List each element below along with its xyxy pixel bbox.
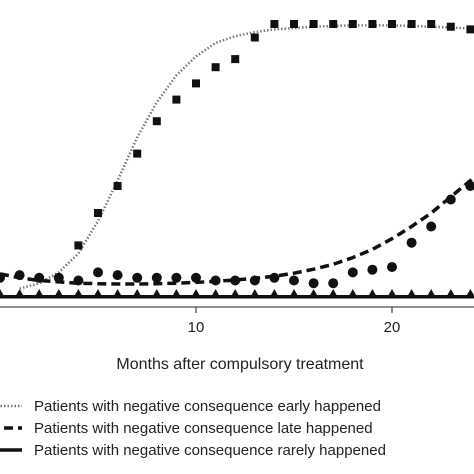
series-2-point-11 — [191, 272, 201, 283]
series-2-point-20 — [367, 264, 378, 275]
series-3-point-24 — [446, 289, 456, 297]
series-3-point-14 — [250, 289, 260, 297]
series-3-point-16 — [289, 289, 299, 297]
series-1-point-1 — [74, 241, 83, 250]
series-3-point-18 — [328, 289, 338, 297]
plot-area — [0, 20, 474, 299]
series-2-point-14 — [249, 275, 260, 286]
series-3-point-4 — [54, 289, 64, 297]
x-axis-ticks: 10 20 — [188, 307, 401, 336]
series-3-point-9 — [152, 289, 162, 297]
series-1-point-19 — [427, 20, 436, 28]
series-3-point-19 — [348, 289, 358, 297]
series-2-point-19 — [347, 267, 358, 278]
series-2-point-13 — [230, 275, 241, 286]
legend: Patients with negative consequence early… — [0, 398, 386, 459]
series-1-point-9 — [231, 55, 240, 64]
series-3-point-12 — [211, 289, 221, 297]
series-3-point-21 — [387, 289, 397, 297]
series-1-point-6 — [172, 95, 181, 104]
series-2 — [0, 175, 474, 289]
series-3-point-13 — [230, 289, 240, 297]
series-1-point-14 — [329, 20, 338, 28]
series-1-point-3 — [113, 182, 122, 190]
series-3-point-20 — [367, 289, 377, 297]
series-1-point-8 — [211, 63, 220, 72]
series-2-point-1 — [0, 272, 5, 283]
series-1-point-17 — [388, 20, 396, 28]
series-3-point-25 — [465, 289, 474, 297]
series-1-point-16 — [368, 20, 377, 28]
series-2-point-22 — [406, 237, 417, 248]
series-2-point-6 — [93, 267, 103, 278]
series-2-point-3 — [34, 272, 45, 283]
series-3 — [0, 289, 474, 299]
series-2-point-25 — [465, 181, 474, 191]
series-2-point-4 — [53, 272, 64, 283]
series-3-point-22 — [407, 289, 417, 297]
series-3-point-7 — [113, 289, 123, 297]
series-2-point-12 — [210, 275, 221, 286]
series-1-point-15 — [348, 20, 357, 28]
series-1-point-5 — [152, 117, 161, 126]
series-2-point-5 — [73, 275, 84, 286]
series-2-point-17 — [308, 278, 319, 289]
series-3-point-3 — [34, 289, 44, 297]
series-3-point-2 — [15, 289, 25, 297]
series-1-point-4 — [133, 149, 142, 158]
series-1-point-2 — [94, 209, 102, 217]
series-2-point-2 — [14, 270, 25, 281]
x-tick-label-20: 20 — [384, 319, 401, 336]
series-3-point-15 — [269, 289, 279, 297]
series-3-point-17 — [309, 289, 319, 297]
series-3-point-11 — [191, 289, 201, 297]
series-2-point-24 — [445, 194, 456, 205]
x-tick-label-10: 10 — [188, 319, 205, 336]
series-1 — [19, 20, 474, 290]
series-2-fit-line — [0, 175, 474, 286]
series-2-point-8 — [132, 272, 143, 283]
series-1-point-7 — [192, 79, 200, 88]
series-2-point-16 — [289, 275, 299, 286]
series-3-point-1 — [0, 289, 5, 297]
series-1-point-12 — [290, 20, 298, 28]
series-2-point-15 — [269, 272, 280, 283]
series-1-fit-line — [19, 24, 474, 290]
series-2-point-9 — [151, 272, 162, 283]
series-2-point-18 — [328, 278, 339, 289]
series-1-point-20 — [446, 22, 455, 31]
series-3-point-10 — [171, 289, 181, 297]
series-3-point-5 — [73, 289, 83, 297]
series-1-point-10 — [250, 33, 259, 42]
series-3-point-6 — [93, 289, 103, 297]
legend-label-3: Patients with negative consequence rarel… — [34, 442, 386, 459]
series-2-point-10 — [171, 272, 182, 283]
series-3-point-23 — [426, 289, 436, 297]
series-2-point-7 — [112, 270, 123, 281]
series-1-point-11 — [270, 20, 279, 28]
x-axis-title: Months after compulsory treatment — [116, 356, 364, 373]
series-3-point-8 — [132, 289, 142, 297]
series-2-point-23 — [426, 221, 437, 232]
legend-label-2: Patients with negative consequence late … — [34, 420, 373, 437]
series-1-point-13 — [309, 20, 318, 28]
series-1-point-21 — [466, 25, 474, 34]
legend-label-1: Patients with negative consequence early… — [34, 398, 381, 415]
series-2-point-21 — [387, 262, 397, 272]
series-1-point-18 — [407, 20, 416, 28]
